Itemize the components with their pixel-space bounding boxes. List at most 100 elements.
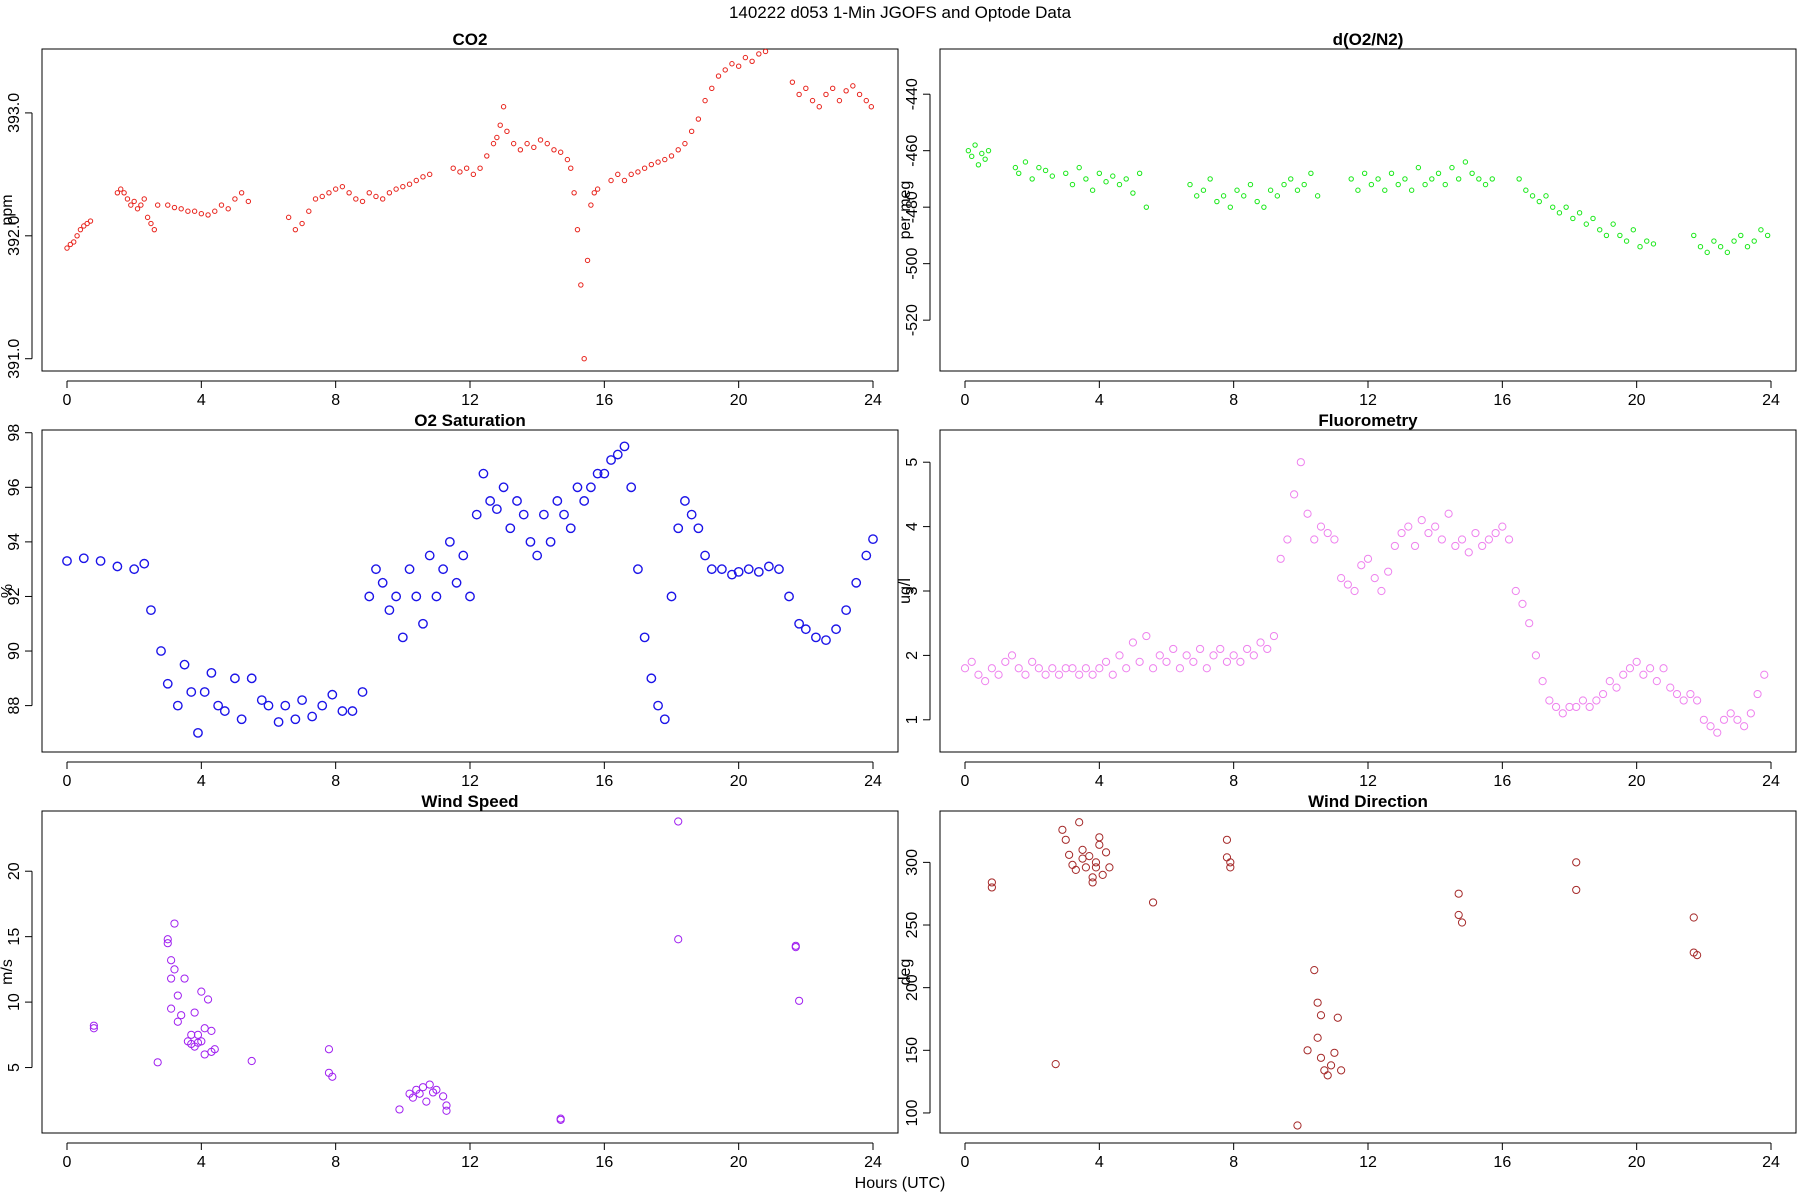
data-point (1454, 910, 1463, 920)
data-point (332, 186, 339, 192)
data-point (427, 171, 433, 178)
data-point (831, 624, 841, 635)
y-tick-label: 392.0 (6, 216, 23, 256)
data-point (490, 140, 497, 147)
data-point (1619, 670, 1628, 679)
data-point (1415, 164, 1422, 171)
x-tick-label: 12 (1359, 1154, 1377, 1171)
data-point (1068, 860, 1077, 869)
data-point (1071, 865, 1080, 874)
data-point (974, 670, 983, 679)
data-point (742, 54, 749, 61)
data-point (1408, 187, 1415, 193)
data-point (1249, 651, 1258, 660)
data-point (1202, 664, 1211, 673)
data-point (1397, 528, 1406, 538)
series-points (965, 142, 1771, 256)
data-point (982, 156, 988, 162)
data-point (621, 177, 628, 184)
data-point (851, 577, 862, 588)
data-point (1454, 889, 1463, 898)
data-point (144, 214, 151, 221)
data-point (1623, 238, 1630, 244)
data-point (1565, 702, 1574, 712)
data-point (532, 550, 543, 561)
data-point (1135, 657, 1144, 666)
data-point (599, 468, 610, 479)
x-tick-label: 4 (1095, 1154, 1104, 1171)
x-tick-label: 16 (1493, 1154, 1511, 1171)
y-axis-label: per meg (897, 181, 914, 240)
data-point (1290, 490, 1299, 499)
x-tick-label: 8 (331, 392, 340, 409)
data-point (682, 140, 688, 147)
data-point (592, 468, 603, 479)
y-tick-label: 4 (904, 522, 921, 531)
y-tick-label: -480 (904, 191, 921, 223)
data-point (187, 1030, 196, 1039)
data-point (1048, 664, 1057, 673)
data-point (500, 104, 507, 110)
data-point (156, 646, 166, 656)
data-point (377, 577, 388, 588)
data-point (397, 632, 408, 643)
data-point (121, 190, 127, 196)
data-point (1531, 651, 1541, 660)
x-tick-label: 0 (961, 392, 970, 409)
x-tick-label: 24 (1762, 392, 1780, 409)
data-point (564, 156, 571, 163)
x-tick-label: 8 (1229, 1154, 1238, 1171)
data-point (588, 202, 594, 208)
data-point (1281, 181, 1287, 188)
data-point (1012, 164, 1019, 171)
data-point (141, 196, 147, 202)
data-point (1142, 631, 1151, 641)
data-point (185, 208, 191, 214)
data-point (1538, 677, 1547, 686)
data-point (1303, 509, 1312, 518)
data-point (1717, 244, 1724, 250)
data-point (510, 140, 517, 147)
data-point (245, 198, 252, 205)
data-point (1689, 913, 1698, 922)
data-point (612, 449, 623, 460)
data-point (328, 1072, 337, 1081)
data-point (653, 700, 663, 711)
y-tick-label: 1 (904, 715, 921, 724)
data-point (1545, 696, 1554, 705)
data-point (675, 147, 681, 153)
data-point (1469, 170, 1475, 176)
data-point (1058, 825, 1067, 834)
data-point (1122, 664, 1131, 673)
data-point (1444, 509, 1453, 518)
data-point (1081, 664, 1091, 673)
data-point (163, 939, 172, 948)
data-point (695, 116, 702, 122)
data-point (1350, 586, 1359, 596)
data-point (1706, 722, 1715, 731)
panel-windspd: Wind Speed m/s 0 4 8 12 16 20 24 5 10 15 20 (0, 792, 899, 1171)
panel-co2: CO2 ppm 0 4 8 12 16 20 24 391.0 392.0 393.0 (0, 30, 899, 409)
data-point (1222, 657, 1232, 666)
data-point (197, 987, 206, 996)
data-point (784, 591, 794, 602)
data-point (339, 183, 346, 190)
data-point (1098, 870, 1107, 880)
data-point (1083, 176, 1089, 182)
plot-frame (939, 48, 1797, 372)
series-points (960, 458, 1769, 737)
data-point (1402, 176, 1408, 182)
data-point (626, 482, 637, 493)
data-point (359, 198, 366, 205)
y-tick-label: 200 (904, 974, 921, 1001)
data-point (1034, 664, 1043, 673)
data-point (524, 140, 530, 147)
data-point (1091, 863, 1101, 872)
data-point (537, 137, 544, 143)
data-point (1713, 728, 1722, 737)
data-point (442, 1101, 451, 1110)
data-point (525, 536, 536, 547)
x-axis-label: Hours (UTC) (855, 1175, 946, 1192)
data-point (1028, 657, 1037, 666)
data-point (1543, 193, 1549, 199)
